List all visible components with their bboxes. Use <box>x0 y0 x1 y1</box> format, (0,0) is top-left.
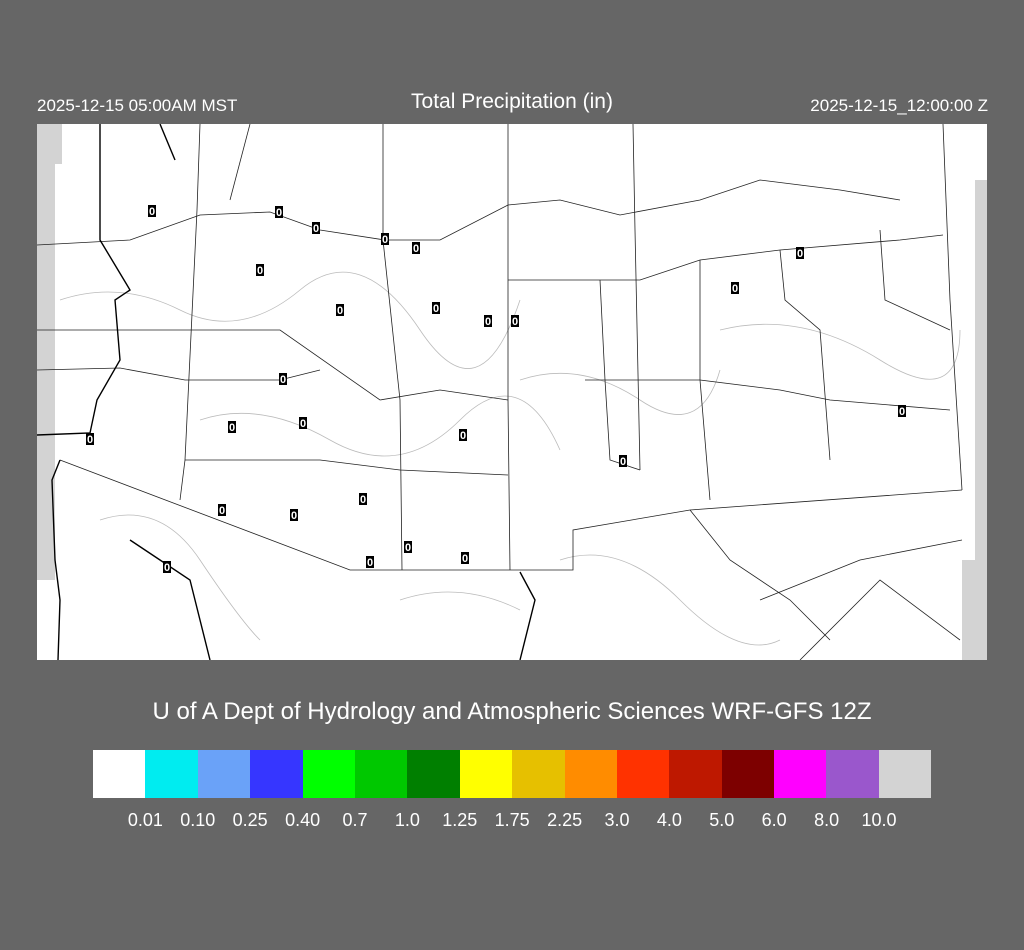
valid-time: 2025-12-15_12:00:00 Z <box>810 96 988 115</box>
station-value: 0 <box>899 406 905 418</box>
station-markers: 0 0 0 0 0 0 0 0 0 0 0 0 0 0 0 0 0 0 0 0 0 0 0 0 0 0 <box>86 205 906 574</box>
colorbar-swatch <box>669 750 722 798</box>
colorbar-swatch <box>512 750 565 798</box>
station-value: 0 <box>276 207 282 219</box>
station-value: 0 <box>433 303 439 315</box>
colorbar-swatch <box>407 750 460 798</box>
station-value: 0 <box>300 418 306 430</box>
colorbar-swatch <box>564 750 617 798</box>
terrain-contours <box>59 271 961 646</box>
station-value: 0 <box>149 206 155 218</box>
station-value: 0 <box>405 542 411 554</box>
station-marker-bg <box>459 429 467 441</box>
colorbar-swatch <box>93 750 146 798</box>
station-value: 0 <box>360 494 366 506</box>
station-marker-bg <box>898 405 906 417</box>
station-marker-bg <box>290 509 298 521</box>
station-value: 0 <box>87 434 93 446</box>
station-value: 0 <box>257 265 263 277</box>
colorbar-label: 10.0 <box>861 810 897 830</box>
colorbar-label: 0.01 <box>127 810 163 830</box>
map-title: Total Precipitation (in) <box>411 90 613 113</box>
station-marker-bg <box>218 504 226 516</box>
station-marker-bg <box>336 304 344 316</box>
station-marker-bg <box>511 315 519 327</box>
station-marker-bg <box>86 433 94 445</box>
station-marker-bg <box>412 242 420 254</box>
state-county-borders <box>37 124 963 660</box>
colorbar-swatch <box>354 750 408 798</box>
colorbar-label: 0.10 <box>180 810 216 830</box>
station-marker-bg <box>366 556 374 568</box>
colorbar-label: 4.0 <box>656 810 682 830</box>
colorbar-label: 0.25 <box>232 810 268 830</box>
station-value: 0 <box>367 557 373 569</box>
station-marker-bg <box>432 302 440 314</box>
station-value: 0 <box>313 223 319 235</box>
major-boundaries <box>37 124 536 660</box>
station-marker-bg <box>312 222 320 234</box>
colorbar-label: 3.0 <box>604 810 630 830</box>
station-value: 0 <box>337 305 343 317</box>
colorbar-label: 6.0 <box>761 810 787 830</box>
station-marker-bg <box>256 264 264 276</box>
colorbar-label: 0.40 <box>285 810 321 830</box>
station-marker-bg <box>148 205 156 217</box>
colorbar-swatch <box>826 750 879 798</box>
station-marker-bg <box>796 247 804 259</box>
station-value: 0 <box>382 234 388 246</box>
colorbar-label: 0.7 <box>342 810 368 830</box>
colorbar-swatch <box>616 750 670 798</box>
station-marker-bg <box>359 493 367 505</box>
colorbar-swatch <box>197 750 251 798</box>
station-marker-bg <box>484 315 492 327</box>
colorbar-swatch <box>878 750 932 798</box>
colorbar-swatch <box>250 750 303 798</box>
colorbar-label: 2.25 <box>547 810 583 830</box>
station-value: 0 <box>291 510 297 522</box>
station-marker-bg <box>461 552 469 564</box>
station-marker-bg <box>404 541 412 553</box>
colorbar-swatch <box>302 750 355 798</box>
station-value: 0 <box>219 505 225 517</box>
station-value: 0 <box>620 456 626 468</box>
station-marker-bg <box>381 233 389 245</box>
station-marker-bg <box>228 421 236 433</box>
missing-data-edges <box>37 124 987 660</box>
colorbar-swatch <box>459 750 513 798</box>
colorbar-label: 8.0 <box>814 810 840 830</box>
local-time: 2025-12-15 05:00AM MST <box>37 96 238 115</box>
station-value: 0 <box>462 553 468 565</box>
station-value: 0 <box>413 243 419 255</box>
colorbar-swatch <box>774 750 827 798</box>
credit-text: U of A Dept of Hydrology and Atmospheric… <box>152 698 872 725</box>
station-value: 0 <box>280 374 286 386</box>
station-marker-bg <box>299 417 307 429</box>
colorbar-swatch <box>145 750 198 798</box>
colorbar-label: 1.75 <box>494 810 530 830</box>
station-marker-bg <box>275 206 283 218</box>
colorbar-label: 5.0 <box>709 810 735 830</box>
precipitation-map: 0 0 0 0 0 0 0 0 0 0 0 0 0 0 0 0 0 0 0 0 0 0 0 0 0 0 <box>37 124 987 660</box>
station-value: 0 <box>512 316 518 328</box>
colorbar-labels: 0.01 0.10 0.25 0.40 0.7 1.0 1.25 1.75 2.25 3.0 4.0… <box>93 810 931 834</box>
station-value: 0 <box>229 422 235 434</box>
station-marker-bg <box>731 282 739 294</box>
station-marker-bg <box>279 373 287 385</box>
colorbar-label: 1.25 <box>442 810 478 830</box>
station-value: 0 <box>164 562 170 574</box>
station-value: 0 <box>460 430 466 442</box>
station-value: 0 <box>485 316 491 328</box>
station-value: 0 <box>797 248 803 260</box>
colorbar-swatch <box>721 750 775 798</box>
colorbar-label: 1.0 <box>394 810 420 830</box>
station-value: 0 <box>732 283 738 295</box>
station-marker-bg <box>163 561 171 573</box>
station-marker-bg <box>619 455 627 467</box>
colorbar <box>93 750 932 798</box>
